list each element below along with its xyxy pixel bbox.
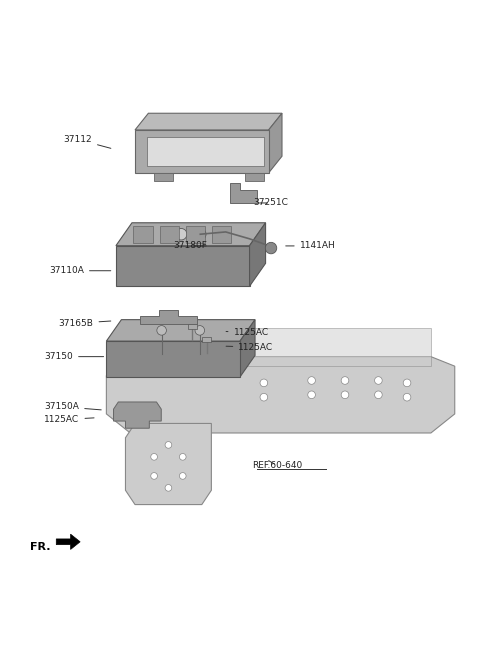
- Text: 37150A: 37150A: [44, 402, 101, 411]
- Circle shape: [165, 485, 172, 491]
- Circle shape: [341, 391, 349, 399]
- Circle shape: [374, 377, 382, 384]
- Polygon shape: [135, 130, 269, 173]
- Polygon shape: [186, 226, 205, 243]
- Text: 37165B: 37165B: [59, 319, 111, 328]
- Text: 37251C: 37251C: [253, 199, 288, 207]
- Polygon shape: [212, 226, 231, 243]
- Polygon shape: [135, 113, 282, 130]
- Circle shape: [180, 472, 186, 480]
- Polygon shape: [250, 223, 265, 286]
- Polygon shape: [107, 319, 255, 341]
- Circle shape: [260, 394, 268, 401]
- Polygon shape: [230, 183, 257, 203]
- Text: REF.60-640: REF.60-640: [252, 461, 302, 470]
- Circle shape: [195, 325, 204, 335]
- Circle shape: [308, 377, 315, 384]
- Circle shape: [260, 379, 268, 386]
- Polygon shape: [116, 246, 250, 286]
- Polygon shape: [188, 324, 197, 329]
- Polygon shape: [114, 402, 161, 428]
- Circle shape: [194, 228, 206, 240]
- Circle shape: [341, 377, 349, 384]
- Polygon shape: [135, 328, 431, 366]
- Circle shape: [403, 394, 411, 401]
- Text: 1141AH: 1141AH: [286, 241, 336, 251]
- Circle shape: [180, 453, 186, 461]
- Circle shape: [157, 325, 167, 335]
- Polygon shape: [160, 226, 179, 243]
- Polygon shape: [56, 534, 80, 550]
- Circle shape: [176, 228, 187, 240]
- Text: 37180F: 37180F: [173, 241, 207, 251]
- Circle shape: [151, 472, 157, 480]
- Text: FR.: FR.: [30, 542, 50, 552]
- Circle shape: [374, 391, 382, 399]
- Text: 37150: 37150: [44, 352, 104, 361]
- Polygon shape: [147, 137, 264, 166]
- Polygon shape: [140, 310, 197, 324]
- Polygon shape: [107, 341, 240, 377]
- Circle shape: [403, 379, 411, 386]
- Text: 37110A: 37110A: [49, 266, 111, 276]
- Polygon shape: [125, 423, 211, 504]
- Polygon shape: [133, 226, 153, 243]
- Text: 1125AC: 1125AC: [226, 328, 269, 337]
- Text: 1125AC: 1125AC: [44, 415, 94, 424]
- Polygon shape: [245, 173, 264, 182]
- Polygon shape: [240, 319, 255, 377]
- Text: 1125AC: 1125AC: [226, 342, 274, 352]
- Circle shape: [308, 391, 315, 399]
- Circle shape: [151, 453, 157, 461]
- Polygon shape: [202, 337, 211, 342]
- Polygon shape: [154, 173, 173, 182]
- Text: 37112: 37112: [63, 135, 111, 148]
- Polygon shape: [269, 113, 282, 173]
- Circle shape: [265, 242, 277, 254]
- Polygon shape: [116, 223, 265, 246]
- Circle shape: [165, 441, 172, 448]
- Polygon shape: [107, 357, 455, 433]
